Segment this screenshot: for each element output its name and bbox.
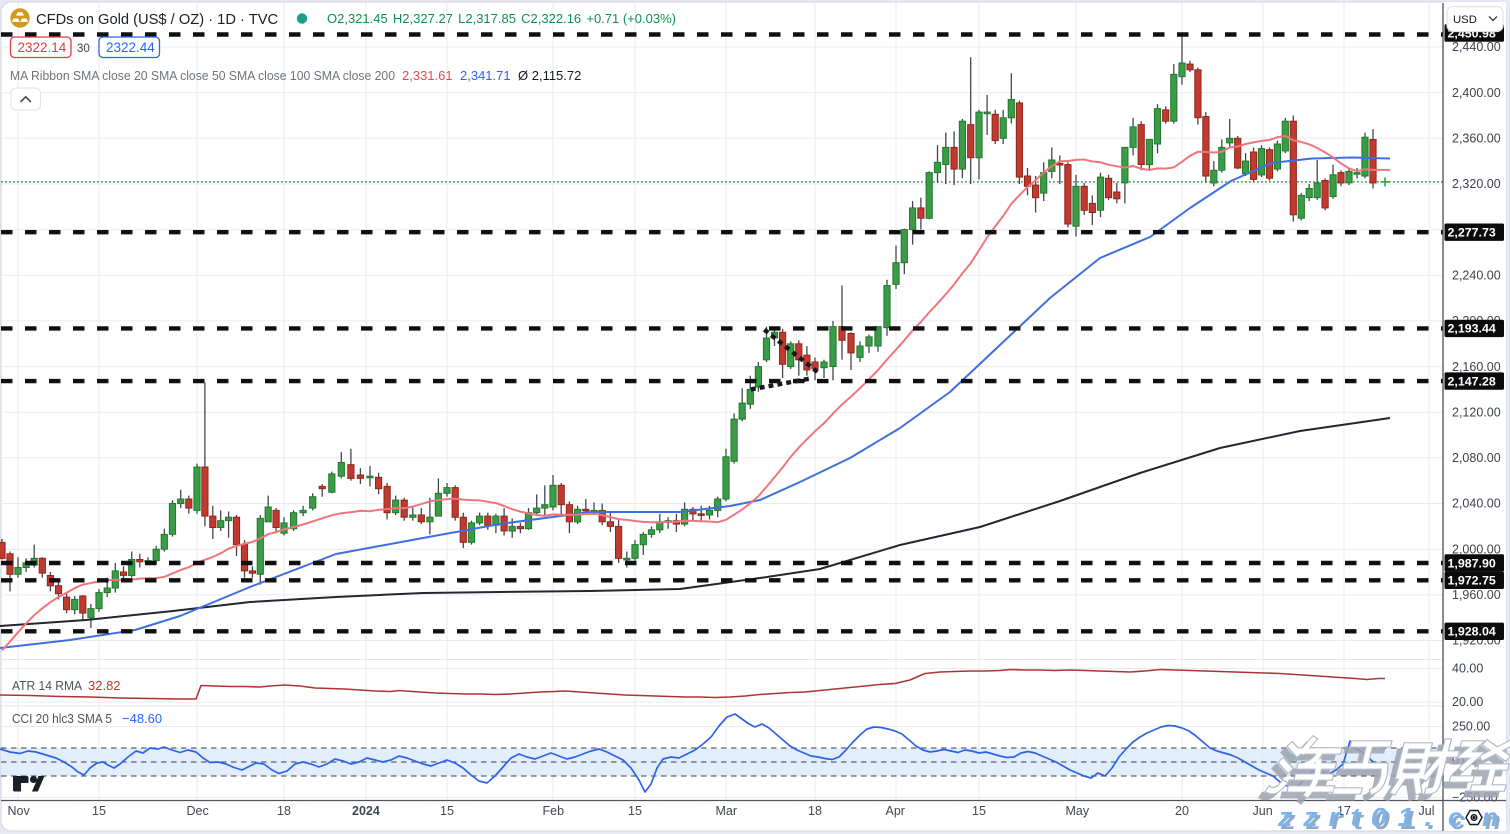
svg-text:32.82: 32.82	[88, 678, 121, 693]
svg-text:2,160.00: 2,160.00	[1452, 360, 1501, 374]
svg-text:1,960.00: 1,960.00	[1452, 588, 1501, 602]
svg-text:2024: 2024	[352, 804, 380, 818]
svg-text:2,360.00: 2,360.00	[1452, 132, 1501, 146]
svg-text:18: 18	[808, 804, 822, 818]
svg-text:2,331.61: 2,331.61	[402, 68, 453, 83]
svg-text:−48.60: −48.60	[122, 711, 162, 726]
svg-text:CFDs on Gold (US$ / OZ) · 1D ·: CFDs on Gold (US$ / OZ) · 1D · TVC	[36, 12, 279, 28]
svg-text:MA Ribbon SMA close 20 SMA clo: MA Ribbon SMA close 20 SMA close 50 SMA …	[10, 68, 395, 83]
svg-text:Jul: Jul	[1419, 804, 1435, 818]
svg-text:40.00: 40.00	[1452, 662, 1483, 676]
svg-text:2,400.00: 2,400.00	[1452, 86, 1501, 100]
svg-text:17: 17	[1337, 804, 1351, 818]
svg-text:20: 20	[1175, 804, 1189, 818]
svg-text:15: 15	[628, 804, 642, 818]
svg-text:n: n	[1485, 805, 1510, 834]
svg-text:May: May	[1066, 804, 1090, 818]
svg-text:30: 30	[77, 43, 90, 55]
svg-text:15: 15	[92, 804, 106, 818]
svg-text:2,320.00: 2,320.00	[1452, 177, 1501, 191]
svg-text:ATR 14 RMA: ATR 14 RMA	[12, 678, 82, 693]
svg-text:Ø 2,115.72: Ø 2,115.72	[518, 68, 581, 83]
svg-text:Feb: Feb	[543, 804, 565, 818]
svg-text:2322.14: 2322.14	[18, 40, 67, 55]
svg-text:Nov: Nov	[8, 804, 31, 818]
svg-text:zzrt01.: zzrt01.	[1280, 805, 1446, 834]
svg-text:15: 15	[440, 804, 454, 818]
svg-text:15: 15	[972, 804, 986, 818]
svg-text:2,120.00: 2,120.00	[1452, 405, 1501, 419]
svg-text:2,080.00: 2,080.00	[1452, 451, 1501, 465]
svg-text:1,987.90: 1,987.90	[1448, 556, 1496, 570]
svg-text:2,440.00: 2,440.00	[1452, 40, 1501, 54]
svg-text:c: c	[1448, 802, 1472, 832]
svg-text:Apr: Apr	[886, 804, 905, 818]
svg-text:250.00: 250.00	[1452, 720, 1490, 734]
svg-text:O2,321.45 H2,327.27 L2,317.8: O2,321.45 H2,327.27 L2,317.85 C2,322.16 …	[327, 11, 676, 26]
svg-text:2,341.71: 2,341.71	[460, 68, 511, 83]
svg-text:2,000.00: 2,000.00	[1452, 542, 1501, 556]
svg-text:CCI 20 hlc3 SMA 5: CCI 20 hlc3 SMA 5	[12, 711, 112, 726]
svg-text:2,277.73: 2,277.73	[1448, 226, 1496, 240]
svg-text:1,928.04: 1,928.04	[1448, 625, 1496, 639]
svg-text:zzrt01.: zzrt01.	[1277, 802, 1443, 831]
svg-text:2,193.44: 2,193.44	[1448, 322, 1496, 336]
svg-text:c: c	[1451, 805, 1475, 834]
svg-text:2,240.00: 2,240.00	[1452, 269, 1501, 283]
svg-text:n: n	[1482, 802, 1507, 832]
svg-text:20.00: 20.00	[1452, 695, 1483, 709]
svg-text:2322.44: 2322.44	[106, 40, 155, 55]
svg-text:2,040.00: 2,040.00	[1452, 497, 1501, 511]
svg-text:Mar: Mar	[716, 804, 738, 818]
svg-text:18: 18	[277, 804, 291, 818]
svg-text:Jun: Jun	[1253, 804, 1273, 818]
svg-text:Dec: Dec	[187, 804, 209, 818]
svg-text:1,972.75: 1,972.75	[1448, 574, 1496, 588]
svg-text:USD: USD	[1453, 14, 1477, 26]
svg-text:2,147.28: 2,147.28	[1448, 374, 1496, 388]
